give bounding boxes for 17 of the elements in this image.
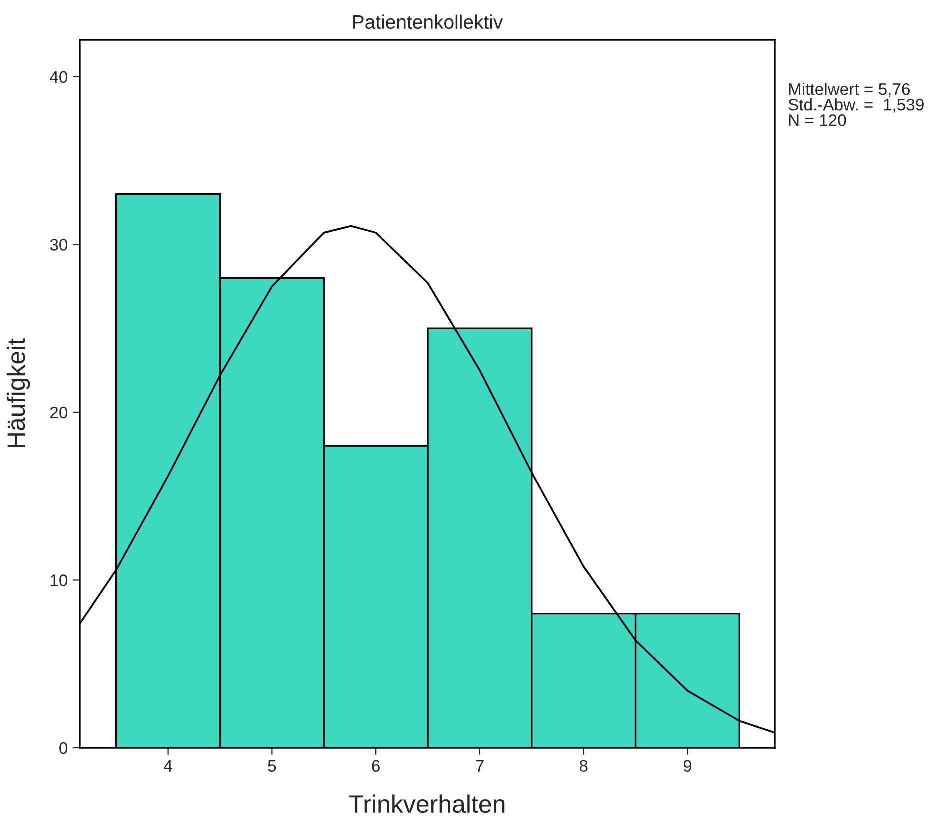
y-tick-label: 40 bbox=[50, 71, 68, 84]
y-tick-label: 10 bbox=[50, 574, 68, 586]
text: N = 120 bbox=[789, 114, 846, 126]
text: Std.-Abw. = 1,539 bbox=[788, 98, 924, 113]
y-axis-title: Häufigkeit bbox=[6, 338, 30, 448]
x-tick-label: 6 bbox=[372, 760, 380, 772]
x-axis-title: Trinkverhalten bbox=[349, 794, 505, 814]
x-tick-label: 9 bbox=[684, 760, 692, 772]
x-tick-label: 7 bbox=[476, 760, 484, 772]
y-tick-label: 20 bbox=[50, 406, 68, 419]
chart-title: Patientenkollektiv bbox=[353, 14, 504, 30]
x-tick-label: 8 bbox=[580, 760, 588, 772]
x-tick-label: 5 bbox=[268, 760, 276, 772]
x-tick-label: 4 bbox=[164, 760, 172, 772]
text: Mittelwert = 5,76 bbox=[789, 83, 910, 98]
y-tick-label: 30 bbox=[50, 239, 68, 251]
y-tick-label: 0 bbox=[60, 742, 68, 754]
